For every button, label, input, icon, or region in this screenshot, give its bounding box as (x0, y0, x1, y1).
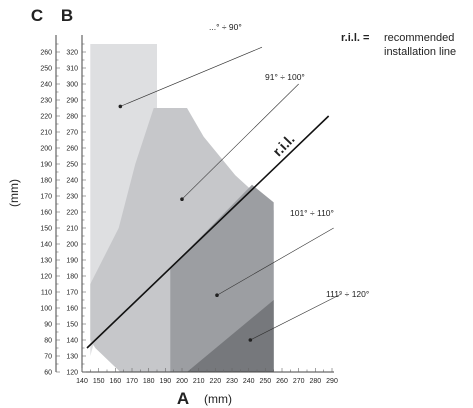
x-tick-label: 280 (309, 378, 321, 385)
y-tick-label-c: 90 (44, 322, 52, 329)
x-axis-letter: A (177, 389, 189, 408)
x-tick-label: 190 (159, 378, 171, 385)
y-tick-label-c: 80 (44, 338, 52, 345)
legend-key: r.i.l. = (341, 32, 369, 44)
x-axis-unit: (mm) (204, 392, 232, 406)
y-tick-label-b: 270 (66, 130, 78, 137)
y-tick-label-c: 160 (40, 210, 52, 217)
y-tick-label-c: 150 (40, 226, 52, 233)
x-tick-label: 250 (259, 378, 271, 385)
y-tick-label-c: 200 (40, 146, 52, 153)
y-tick-label-c: 260 (40, 50, 52, 57)
legend-line1: recommended (384, 32, 454, 44)
y-axis-letter-b: B (61, 6, 73, 25)
y-axis-letter-c: C (31, 6, 43, 25)
region-label-3: 101° ÷ 110° (290, 208, 334, 218)
y-tick-label-b: 230 (66, 194, 78, 201)
y-axis-unit: (mm) (7, 179, 21, 207)
x-tick-label: 200 (176, 378, 188, 385)
y-tick-label-b: 140 (66, 338, 78, 345)
region-dot-4 (248, 338, 253, 342)
region-dot-3 (215, 293, 219, 298)
y-tick-label-b: 310 (66, 66, 78, 73)
region-label-1: ...° ÷ 90° (209, 22, 242, 32)
x-tick-label: 220 (209, 378, 221, 385)
region-4 (187, 300, 274, 372)
y-tick-label-c: 60 (44, 370, 52, 377)
y-tick-label-b: 160 (66, 306, 78, 313)
y-tick-label-c: 170 (40, 194, 52, 201)
region-leader-3 (216, 227, 334, 296)
region-label-4: 111° ÷ 120° (326, 289, 369, 299)
x-tick-label: 210 (193, 378, 205, 385)
y-tick-label-b: 180 (66, 274, 78, 281)
y-tick-label-b: 290 (66, 98, 78, 105)
y-tick-label-c: 110 (41, 290, 52, 297)
y-tick-label-c: 180 (40, 178, 52, 185)
y-tick-label-c: 240 (40, 82, 52, 89)
legend-line2: installation line (384, 46, 456, 58)
y-tick-label-b: 130 (66, 354, 78, 361)
y-tick-label-b: 240 (66, 178, 78, 185)
y-tick-label-b: 170 (66, 290, 78, 297)
region-leader-2 (181, 83, 299, 200)
x-tick-label: 140 (76, 378, 88, 385)
ril-line (86, 115, 330, 349)
axes-layer: 120 130 140 150 160 170 180 190 200 210 220 230 240 2… (40, 35, 338, 385)
y-tick-label-b: 320 (66, 50, 78, 57)
y-tick-label-c: 70 (44, 354, 52, 361)
y-tick-label-c: 250 (40, 66, 52, 73)
x-tick-label: 170 (126, 378, 138, 385)
y-tick-label-b: 300 (66, 82, 78, 89)
y-tick-label-b: 190 (66, 258, 78, 265)
y-tick-label-b: 150 (66, 322, 78, 329)
y-tick-label-c: 210 (40, 130, 52, 137)
y-tick-label-b: 220 (66, 210, 78, 217)
region-leader-1 (120, 46, 263, 107)
region-leader-4 (250, 293, 343, 341)
y-tick-label-b: 200 (66, 242, 78, 249)
y-tick-label-b: 280 (66, 114, 78, 121)
region-dot-2 (180, 197, 184, 201)
y-tick-label-c: 120 (40, 274, 52, 281)
y-tick-label-b: 250 (66, 162, 78, 169)
y-tick-label-c: 140 (40, 242, 52, 249)
y-tick-label-c: 190 (40, 162, 52, 169)
region-dot-1 (118, 104, 123, 109)
y-tick-label-c: 230 (40, 98, 52, 105)
x-tick-label: 240 (243, 378, 255, 385)
y-tick-label-b: 120 (66, 370, 78, 377)
region-label-2: 91° ÷ 100° (265, 72, 305, 82)
x-tick-label: 180 (143, 378, 155, 385)
regions-layer (90, 44, 274, 372)
ril-line-label: r.i.l. (269, 131, 297, 159)
x-tick-label: 290 (326, 378, 338, 385)
y-tick-label-b: 210 (66, 226, 78, 233)
x-tick-label: 150 (93, 378, 105, 385)
y-tick-label-c: 130 (40, 258, 52, 265)
x-tick-label: 230 (226, 378, 238, 385)
y-tick-label-c: 100 (40, 306, 52, 313)
x-tick-label: 160 (109, 378, 121, 385)
y-tick-label-c: 220 (40, 114, 52, 121)
x-tick-label: 270 (293, 378, 305, 385)
y-tick-label-b: 260 (66, 146, 78, 153)
x-tick-label: 260 (276, 378, 288, 385)
labels-layer: ...° ÷ 90° 91° ÷ 100° 101° ÷ 110° 111° ÷ 12… (118, 22, 369, 342)
